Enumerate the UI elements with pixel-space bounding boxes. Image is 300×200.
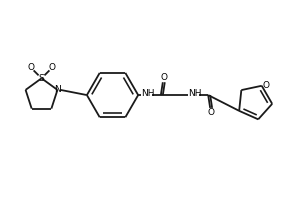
Text: O: O: [49, 63, 56, 72]
Text: O: O: [27, 63, 34, 72]
Text: O: O: [160, 73, 167, 82]
Text: NH: NH: [141, 89, 155, 98]
Text: NH: NH: [189, 89, 202, 98]
Text: O: O: [262, 81, 269, 90]
Text: O: O: [208, 108, 214, 117]
Text: N: N: [54, 85, 61, 94]
Text: S: S: [39, 74, 44, 83]
